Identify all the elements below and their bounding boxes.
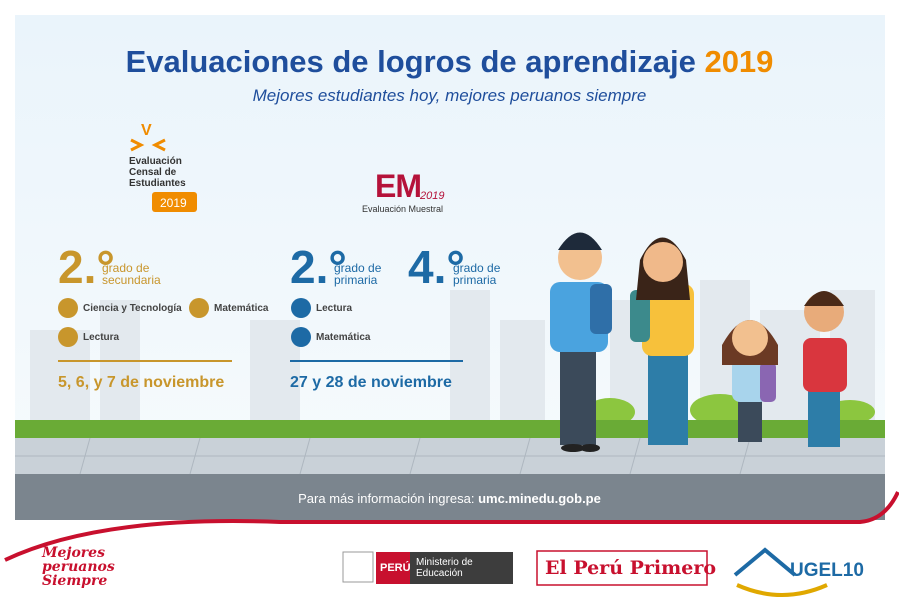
dates: 5, 6, y 7 de noviembre — [58, 374, 225, 391]
title: Evaluaciones de logros de aprendizaje 20… — [0, 44, 899, 80]
ece-line: Estudiantes — [129, 178, 186, 189]
grade-label: grado de secundaria — [102, 261, 161, 287]
subject-icons — [58, 298, 311, 347]
subject: Matemática — [214, 303, 269, 314]
em-year: 2019 — [420, 190, 445, 202]
children-illustration — [550, 232, 847, 452]
info-text: Para más información ingresa: — [298, 491, 475, 506]
grade-number: 2.° — [290, 241, 347, 293]
ece-line: Censal de — [129, 167, 177, 178]
subject: Lectura — [316, 303, 353, 314]
grade-label: grado de primaria — [334, 261, 382, 287]
em-caption: Evaluación Muestral — [362, 204, 444, 214]
title-year: 2019 — [704, 44, 774, 79]
mejores-logo: Mejores peruanos Siempre — [42, 545, 115, 589]
primero-logo: El Perú Primero — [545, 557, 717, 579]
ece-mark: V — [141, 122, 152, 139]
ministerio-logo: Ministerio de Educación — [416, 557, 473, 579]
info-url[interactable]: umc.minedu.gob.pe — [478, 491, 601, 506]
title-text: Evaluaciones de logros de aprendizaje — [125, 44, 696, 79]
grade-number: 2.° — [58, 241, 115, 293]
subject: Matemática — [316, 332, 371, 343]
subject: Ciencia y Tecnología — [83, 303, 182, 314]
dates: 27 y 28 de noviembre — [290, 374, 452, 391]
sidewalk-lines — [15, 437, 885, 475]
footer-info: Para más información ingresa: umc.minedu… — [0, 491, 899, 506]
subject: Lectura — [83, 332, 120, 343]
grade-number: 4.° — [408, 241, 465, 293]
subtitle: Mejores estudiantes hoy, mejores peruano… — [252, 86, 647, 105]
ece-name: Evaluación Censal de Estudiantes — [129, 156, 186, 189]
em-mark: EM — [375, 168, 422, 204]
grade-label: grado de primaria — [453, 261, 501, 287]
ece-year: 2019 — [160, 196, 187, 210]
ugel-logo: UGEL10 — [790, 560, 864, 581]
ece-line: Evaluación — [129, 156, 182, 167]
peru-logo: PERÚ — [380, 562, 411, 574]
bushes — [585, 394, 875, 426]
